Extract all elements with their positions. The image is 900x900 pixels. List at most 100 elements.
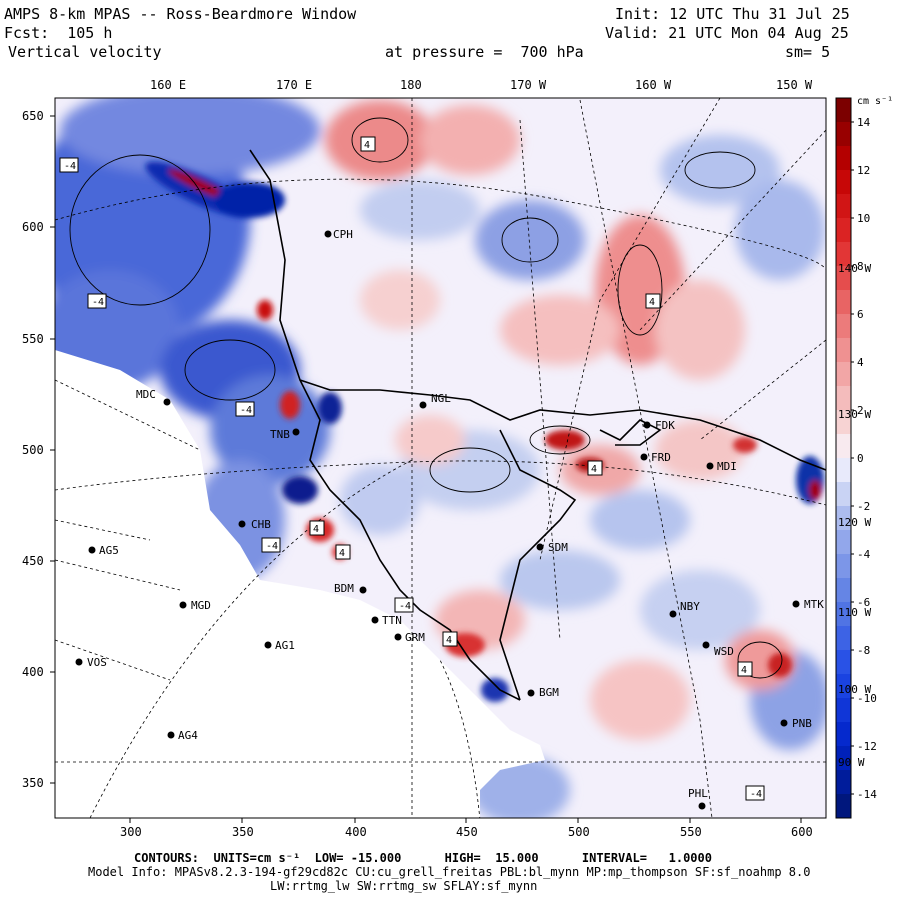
contour-label: 4 <box>360 136 376 152</box>
contour-label: -4 <box>745 785 765 801</box>
station-ag4: AG4 <box>167 729 198 742</box>
smoothing-label: sm= 5 <box>785 43 831 61</box>
station-mdi: MDI <box>706 460 737 473</box>
colorbar-segment <box>836 170 851 195</box>
svg-text:CPH: CPH <box>333 228 353 241</box>
svg-text:4: 4 <box>446 635 452 646</box>
y-tick-label: 400 <box>22 665 44 679</box>
contour-label: -4 <box>87 293 107 309</box>
map-title: AMPS 8-km MPAS -- Ross-Beardmore Window <box>4 5 357 23</box>
station-markers: MDC NGL FDK FRD MDI TNB CHB SDM AG5 MGD … <box>75 228 824 810</box>
station-grm: GRM <box>394 631 425 644</box>
model-info: Model Info: MPASv8.2.3-194-gf29cd82c CU:… <box>88 865 811 879</box>
init-time: Init: 12 UTC Thu 31 Jul 25 <box>615 5 850 23</box>
lon-label: 100 W <box>838 683 871 696</box>
station-ngl: NGL <box>419 392 451 409</box>
contour-label: 4 <box>737 661 753 677</box>
descent-region <box>360 180 480 240</box>
y-tick-label: 350 <box>22 776 44 790</box>
lon-labels-right: 140 W 130 W 120 W 110 W 100 W 90 W <box>838 262 871 769</box>
no-data-region <box>55 350 545 818</box>
station-chb: CHB <box>238 518 271 531</box>
colorbar-segment <box>836 530 851 555</box>
colorbar-segment <box>836 314 851 339</box>
colorbar-segment <box>836 122 851 147</box>
descent-region <box>660 135 780 205</box>
colorbar-segment <box>836 626 851 651</box>
colorbar <box>835 97 852 819</box>
ascent-region <box>590 660 690 740</box>
x-tick-label: 550 <box>680 825 702 839</box>
ascent-region <box>420 105 520 175</box>
strong-descent <box>481 678 509 702</box>
svg-text:4: 4 <box>591 464 597 475</box>
colorbar-label: 8 <box>857 260 864 273</box>
colorbar-segment <box>836 602 851 627</box>
y-tick-label: 550 <box>22 332 44 346</box>
colorbar-segment <box>836 458 851 483</box>
contour-label: -4 <box>261 537 281 553</box>
colorbar-label: -2 <box>857 500 870 513</box>
svg-text:AG5: AG5 <box>99 544 119 557</box>
svg-text:MGD: MGD <box>191 599 211 612</box>
station-ag1: AG1 <box>264 639 295 652</box>
x-tick-label: 600 <box>791 825 813 839</box>
forecast-hour: Fcst: 105 h <box>4 24 113 42</box>
contour-label: -4 <box>59 157 79 173</box>
station-ag5: AG5 <box>88 544 119 557</box>
strong-ascent <box>257 300 273 320</box>
y-tick-label: 500 <box>22 443 44 457</box>
descent-region <box>60 98 320 175</box>
station-mtk: MTK <box>792 598 824 611</box>
station-mgd: MGD <box>179 599 211 612</box>
station-sdm: SDM <box>536 541 568 554</box>
model-info-line2: LW:rrtmg_lw SW:rrtmg_sw SFLAY:sf_mynn <box>270 879 538 893</box>
ascent-region <box>655 280 745 380</box>
colorbar-segment <box>836 722 851 747</box>
svg-text:4: 4 <box>741 665 747 676</box>
ascent-region <box>655 420 745 480</box>
station-bgm: BGM <box>527 686 559 699</box>
x-tick-label: 350 <box>232 825 254 839</box>
svg-text:4: 4 <box>364 140 370 151</box>
axis-ticks <box>50 115 802 823</box>
lon-label: 170 E <box>276 78 313 92</box>
colorbar-segment <box>836 770 851 795</box>
lon-label: 150 W <box>776 78 813 92</box>
colorbar-segment <box>836 434 851 459</box>
map-grid <box>55 98 826 818</box>
colorbar-label: -6 <box>857 596 870 609</box>
lon-label: 120 W <box>838 516 871 529</box>
station-cph: CPH <box>324 228 353 241</box>
svg-text:GRM: GRM <box>405 631 425 644</box>
colorbar-segment <box>836 482 851 507</box>
svg-text:-4: -4 <box>266 541 278 552</box>
descent-region <box>475 200 585 280</box>
no-data-region <box>415 760 480 818</box>
colorbar-label: -14 <box>857 788 877 801</box>
colorbar-segment <box>836 242 851 267</box>
colorbar-label: -12 <box>857 740 877 753</box>
svg-text:NGL: NGL <box>431 392 451 405</box>
colorbar-segment <box>836 410 851 435</box>
lon-label: 90 W <box>838 756 865 769</box>
svg-text:BGM: BGM <box>539 686 559 699</box>
lon-label: 130 W <box>838 408 871 421</box>
ascent-region <box>500 295 620 365</box>
station-vos: VOS <box>75 656 107 669</box>
y-tick-label: 450 <box>22 554 44 568</box>
descent-region <box>340 465 420 535</box>
svg-text:MDC: MDC <box>136 388 156 401</box>
colorbar-units: cm s⁻¹ <box>857 96 893 107</box>
colorbar-label: 2 <box>857 404 864 417</box>
colorbar-segment <box>836 746 851 771</box>
colorbar-label: -4 <box>857 548 871 561</box>
strong-descent <box>282 476 318 504</box>
colorbar-label: -8 <box>857 644 870 657</box>
descent-region <box>500 550 620 610</box>
svg-text:NBY: NBY <box>680 600 700 613</box>
colorbar-segment <box>836 386 851 411</box>
colorbar-segment <box>836 266 851 291</box>
svg-text:-4: -4 <box>240 405 252 416</box>
